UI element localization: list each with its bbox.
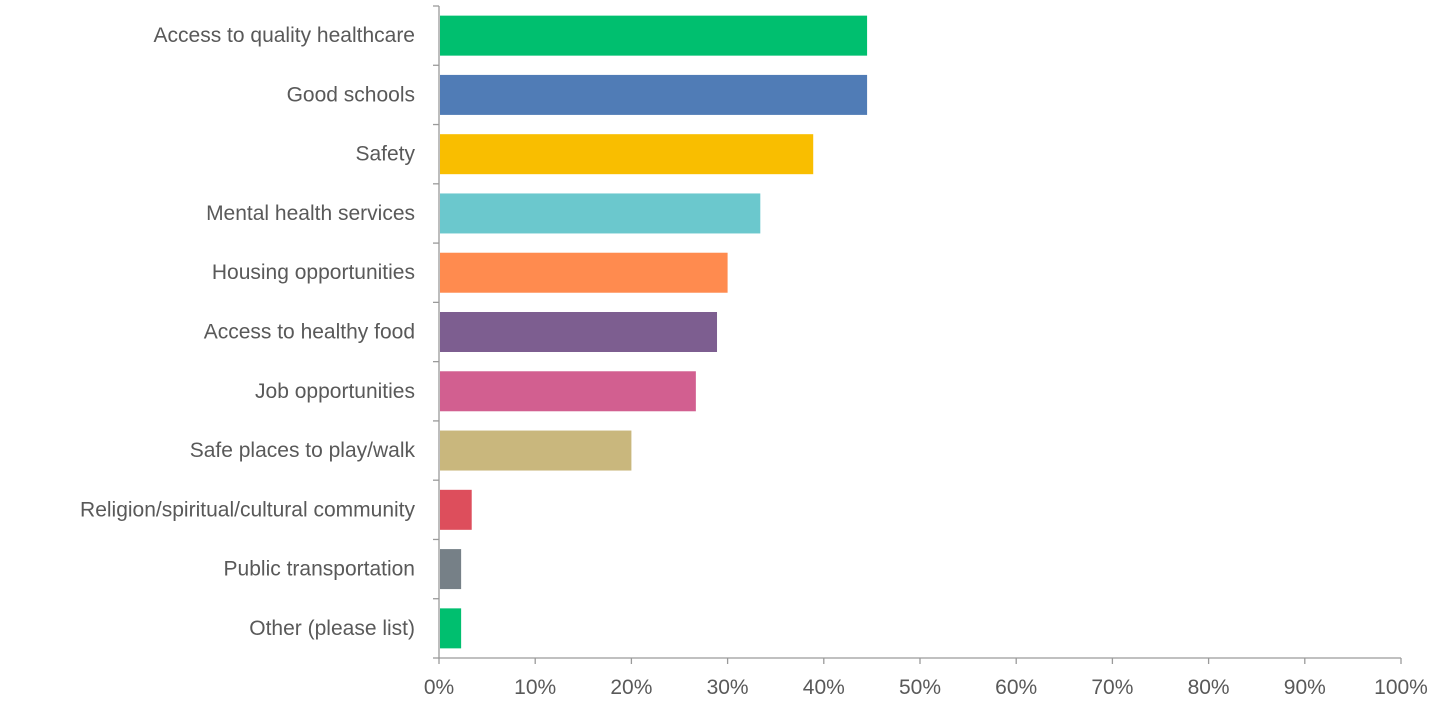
category-label: Access to healthy food (204, 321, 415, 344)
axes-group (433, 5, 1402, 664)
x-tick-label: 100% (1374, 676, 1428, 699)
bar (440, 549, 462, 590)
x-tick-label: 60% (995, 676, 1037, 699)
category-label: Religion/spiritual/cultural community (80, 498, 415, 521)
bar (440, 312, 718, 352)
category-label: Safe places to play/walk (190, 439, 416, 462)
bar (440, 430, 632, 471)
x-tick-label: 40% (803, 676, 845, 699)
x-tick-label: 30% (707, 676, 749, 699)
x-tick-label: 80% (1188, 676, 1230, 699)
bar (440, 134, 814, 175)
category-label: Job opportunities (255, 380, 415, 403)
bar (440, 608, 462, 649)
category-label: Access to quality healthcare (154, 24, 415, 47)
bar (440, 193, 761, 234)
bar (440, 74, 868, 115)
bar (440, 371, 696, 412)
x-tick-label: 10% (514, 676, 556, 699)
x-tick-label: 0% (424, 676, 454, 699)
category-label: Housing opportunities (212, 261, 415, 284)
bar (440, 15, 868, 56)
category-label: Good schools (287, 83, 415, 106)
x-tick-labels-group: 0% 10% 20% 30% 40% 50% 60% 70% 80% 90% 100% (424, 676, 1428, 699)
x-tick-label: 70% (1091, 676, 1133, 699)
category-label: Public transportation (224, 558, 415, 581)
x-tick-label: 50% (899, 676, 941, 699)
bar (440, 489, 472, 530)
category-label: Safety (355, 143, 415, 166)
bar (440, 252, 728, 293)
bars-group (440, 15, 868, 649)
category-label: Other (please list) (249, 617, 415, 640)
x-tick-label: 90% (1284, 676, 1326, 699)
category-label: Mental health services (206, 202, 415, 225)
x-tick-label: 20% (610, 676, 652, 699)
category-labels-group: Access to quality healthcare Good schools… (80, 24, 415, 640)
